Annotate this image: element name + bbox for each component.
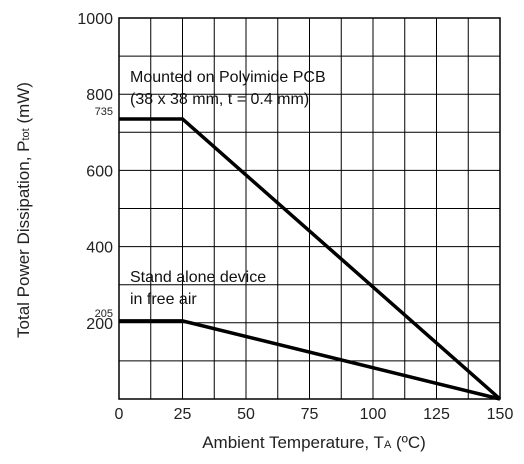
annotation-pcb-line-2: (38 x 38 mm, t = 0.4 mm) <box>130 91 309 108</box>
y-tick-label: 400 <box>86 240 113 257</box>
plateau-value-label: 735 <box>95 106 113 118</box>
x-tick-label: 125 <box>423 406 450 423</box>
annotation-pcb: Mounted on Polyimide PCB (38 x 38 mm, t … <box>130 69 330 108</box>
plot-frame <box>118 17 501 400</box>
x-tick-label: 75 <box>301 406 319 423</box>
series-line-1 <box>119 319 501 401</box>
annotation-free-air: Stand alone device in free air <box>130 269 271 308</box>
y-axis-title: Total Power Dissipation, Ptot (mW) <box>14 82 33 338</box>
y-tick-label: 600 <box>86 163 113 180</box>
x-tick-label: 0 <box>115 406 124 423</box>
y-tick-label: 200 <box>86 316 113 333</box>
x-tick-labels: 0 25 50 75 100 125 150 <box>115 406 514 423</box>
annotation-pcb-line-1: Mounted on Polyimide PCB <box>130 69 326 86</box>
x-tick-label: 50 <box>237 406 255 423</box>
x-tick-label: 100 <box>360 406 387 423</box>
annotation-free-air-line-2: in free air <box>130 291 197 308</box>
series-line-0 <box>119 117 502 401</box>
y-tick-label: 1000 <box>77 11 113 28</box>
y-tick-label: 800 <box>86 87 113 104</box>
plateau-value-label: 205 <box>95 308 113 320</box>
grid <box>119 18 500 399</box>
x-axis-title: Ambient Temperature, TA (ºC) <box>202 433 426 452</box>
x-tick-label: 150 <box>487 406 514 423</box>
extra-y-labels: 735 205 <box>95 106 113 320</box>
y-tick-labels: 200 400 600 800 1000 <box>77 11 113 333</box>
annotation-free-air-line-1: Stand alone device <box>130 269 266 286</box>
x-tick-label: 25 <box>174 406 192 423</box>
series-lines <box>119 117 502 401</box>
